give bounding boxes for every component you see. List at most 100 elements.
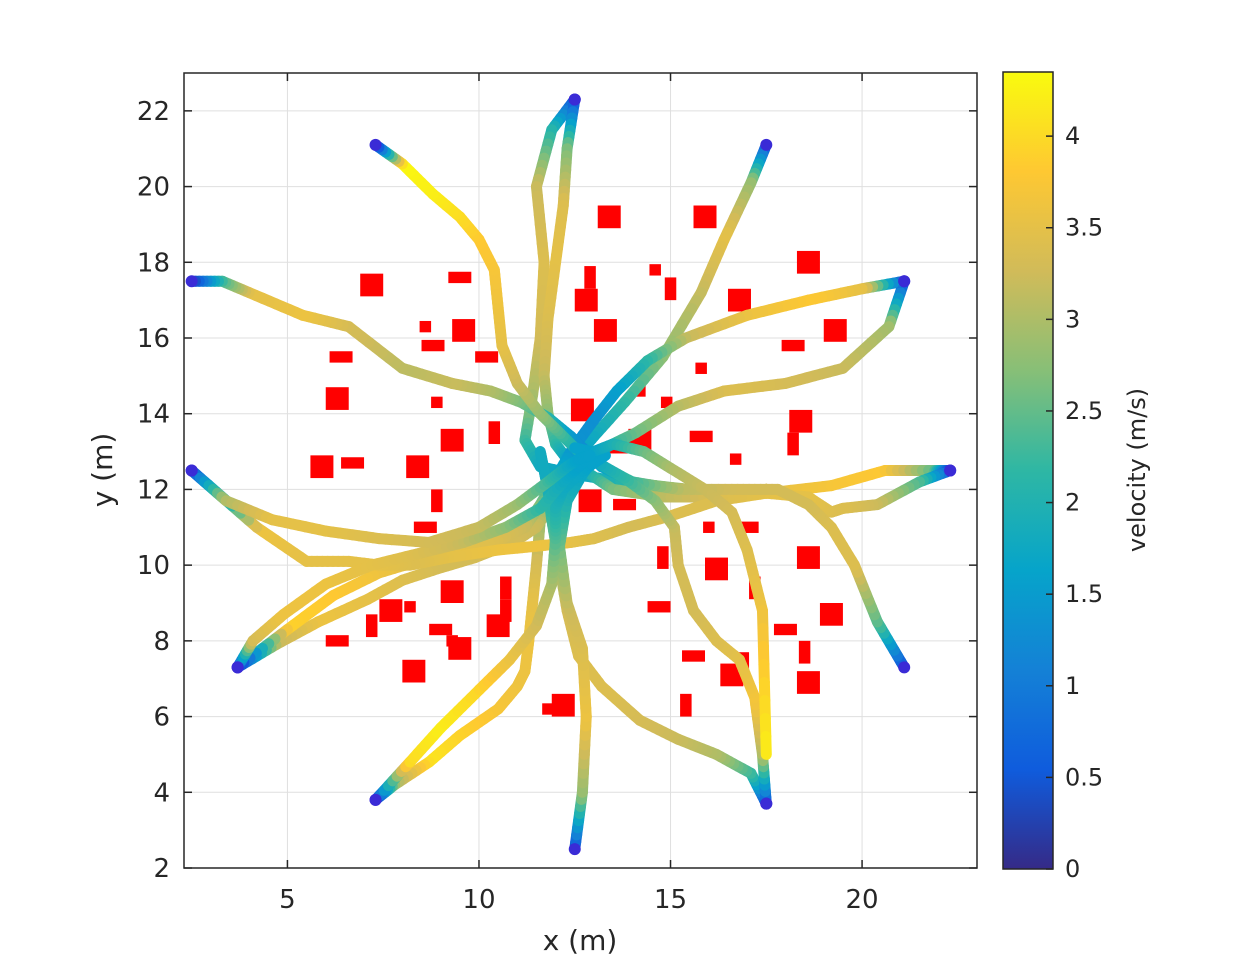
obstacle bbox=[789, 409, 813, 433]
obstacle bbox=[500, 599, 512, 622]
obstacle bbox=[500, 576, 512, 600]
axis-ticks: 5 10 15 20 2 4 6 8 10 12 14 16 18 20 22 bbox=[137, 73, 977, 915]
y-tick-label: 8 bbox=[153, 627, 170, 657]
obstacle bbox=[440, 580, 464, 603]
trajectory-endpoint bbox=[369, 138, 382, 151]
obstacle bbox=[689, 430, 713, 443]
obstacle bbox=[798, 640, 811, 664]
obstacle bbox=[664, 277, 677, 301]
axes-box bbox=[183, 72, 978, 869]
obstacle bbox=[406, 455, 430, 479]
obstacle bbox=[693, 205, 717, 229]
trajectories bbox=[186, 94, 956, 855]
x-axis-label: x (m) bbox=[543, 924, 618, 957]
obstacle bbox=[613, 498, 637, 511]
x-tick-label: 10 bbox=[462, 885, 495, 915]
trajectory-12 bbox=[232, 438, 772, 760]
obstacle bbox=[773, 623, 797, 636]
obstacle bbox=[705, 557, 728, 581]
trajectory-endpoint bbox=[898, 661, 911, 674]
obstacle bbox=[446, 635, 458, 647]
trajectory-endpoint bbox=[898, 275, 911, 288]
obstacle bbox=[325, 635, 349, 647]
obstacle bbox=[823, 319, 847, 342]
obstacle bbox=[682, 650, 706, 662]
y-tick-label: 6 bbox=[153, 703, 170, 733]
obstacle bbox=[329, 351, 353, 363]
obstacle bbox=[584, 266, 596, 289]
obstacle bbox=[593, 319, 617, 342]
obstacle bbox=[574, 288, 598, 312]
trajectory-endpoint bbox=[760, 138, 773, 151]
y-tick-label: 2 bbox=[153, 854, 170, 884]
trajectory-endpoint bbox=[760, 797, 773, 810]
trajectory-endpoint bbox=[369, 793, 382, 806]
colorbar-tick-label: 4 bbox=[1065, 122, 1080, 150]
y-axis-label: y (m) bbox=[86, 433, 119, 508]
colorbar-ticks: 0 0.5 1 1.5 2 2.5 3 3.5 4 bbox=[1046, 122, 1103, 883]
endpoints bbox=[185, 93, 957, 856]
obstacle bbox=[413, 521, 437, 533]
obstacle bbox=[325, 387, 349, 410]
obstacle bbox=[727, 288, 751, 312]
obstacle bbox=[695, 362, 707, 374]
y-tick-label: 12 bbox=[137, 475, 170, 505]
obstacle bbox=[578, 489, 602, 513]
obstacle bbox=[781, 339, 805, 352]
x-tick-label: 5 bbox=[279, 885, 296, 915]
trajectory-endpoint bbox=[944, 464, 957, 477]
obstacle bbox=[360, 273, 384, 297]
obstacle bbox=[735, 521, 759, 533]
y-tick-label: 14 bbox=[137, 400, 170, 430]
obstacle bbox=[819, 603, 843, 626]
obstacle bbox=[486, 614, 510, 638]
obstacle bbox=[649, 264, 661, 276]
obstacle bbox=[570, 398, 594, 422]
colorbar-tick-label: 0.5 bbox=[1065, 763, 1103, 791]
y-tick-label: 18 bbox=[137, 248, 170, 278]
trajectory-endpoint bbox=[231, 661, 244, 674]
y-tick-label: 20 bbox=[137, 173, 170, 203]
obstacle bbox=[787, 432, 799, 456]
colorbar-tick-label: 1.5 bbox=[1065, 580, 1103, 608]
obstacle bbox=[431, 489, 443, 513]
trajectory-13 bbox=[186, 449, 596, 548]
obstacle bbox=[421, 339, 445, 352]
trajectory-segment bbox=[598, 449, 611, 462]
obstacle bbox=[475, 351, 499, 363]
colorbar-tick-label: 1 bbox=[1065, 672, 1080, 700]
obstacle bbox=[796, 671, 820, 694]
obstacle bbox=[796, 250, 820, 274]
colorbar-tick-label: 2.5 bbox=[1065, 397, 1103, 425]
trajectory-endpoint bbox=[568, 843, 581, 856]
x-tick-label: 15 bbox=[654, 885, 687, 915]
obstacle bbox=[404, 601, 416, 613]
trajectory-endpoint bbox=[185, 464, 198, 477]
obstacle bbox=[542, 703, 554, 715]
obstacle bbox=[419, 320, 432, 333]
obstacle bbox=[657, 546, 669, 569]
trajectory-endpoint bbox=[185, 275, 198, 288]
y-tick-label: 4 bbox=[153, 778, 170, 808]
trajectory-endpoint bbox=[568, 93, 581, 106]
colorbar-tick-label: 3 bbox=[1065, 305, 1080, 333]
obstacle bbox=[341, 457, 365, 469]
obstacle bbox=[796, 546, 820, 569]
y-tick-label: 10 bbox=[137, 551, 170, 581]
obstacle bbox=[729, 453, 742, 465]
obstacle bbox=[448, 271, 472, 284]
obstacle bbox=[402, 659, 426, 683]
obstacle bbox=[379, 599, 403, 622]
colorbar-tick-label: 2 bbox=[1065, 489, 1080, 517]
x-tick-label: 20 bbox=[846, 885, 879, 915]
obstacle bbox=[310, 455, 334, 479]
colorbar-label: velocity (m/s) bbox=[1123, 388, 1151, 552]
colorbar bbox=[1002, 71, 1054, 870]
colorbar-tick-label: 0 bbox=[1065, 855, 1080, 883]
obstacle bbox=[660, 396, 673, 409]
obstacle bbox=[680, 693, 692, 717]
obstacle bbox=[452, 319, 476, 342]
obstacle bbox=[488, 421, 501, 444]
obstacle bbox=[647, 601, 671, 613]
